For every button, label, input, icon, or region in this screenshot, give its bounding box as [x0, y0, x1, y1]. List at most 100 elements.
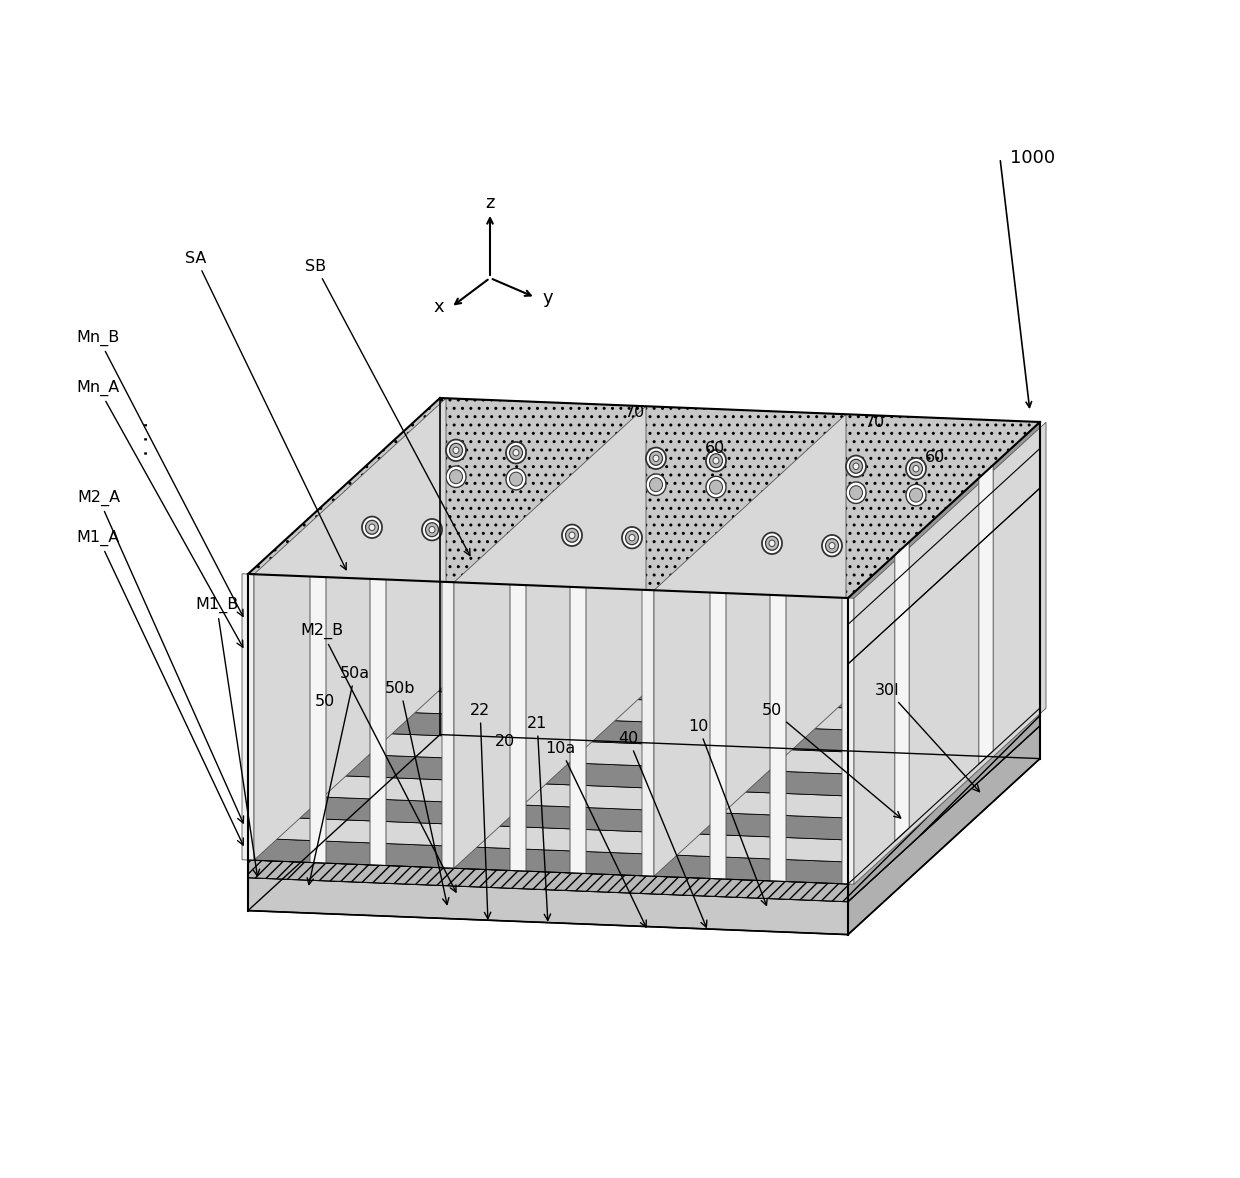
Polygon shape: [570, 587, 587, 874]
Ellipse shape: [713, 457, 719, 464]
Polygon shape: [848, 449, 1040, 664]
Polygon shape: [848, 686, 1040, 884]
Polygon shape: [248, 702, 1040, 901]
Ellipse shape: [909, 488, 923, 502]
Polygon shape: [248, 838, 848, 884]
Polygon shape: [370, 578, 386, 866]
Polygon shape: [254, 398, 446, 860]
Ellipse shape: [826, 538, 838, 552]
Polygon shape: [248, 601, 848, 664]
Polygon shape: [848, 598, 1040, 796]
Text: Mn_A: Mn_A: [77, 379, 243, 647]
Polygon shape: [248, 706, 848, 752]
Text: 40: 40: [618, 730, 707, 927]
Ellipse shape: [763, 532, 782, 554]
Ellipse shape: [822, 562, 842, 583]
Text: SB: SB: [305, 258, 470, 556]
Polygon shape: [248, 640, 848, 686]
Polygon shape: [848, 664, 1040, 862]
Ellipse shape: [763, 558, 782, 581]
Ellipse shape: [830, 543, 835, 549]
Ellipse shape: [765, 536, 779, 550]
Polygon shape: [248, 750, 848, 796]
Ellipse shape: [449, 470, 463, 484]
Text: 50: 50: [763, 702, 900, 818]
Ellipse shape: [366, 521, 378, 535]
Ellipse shape: [650, 451, 662, 465]
Polygon shape: [248, 424, 1040, 624]
Polygon shape: [310, 576, 326, 863]
Ellipse shape: [562, 524, 582, 547]
Ellipse shape: [629, 535, 635, 541]
Text: · · ·: · · ·: [138, 421, 157, 456]
Text: 21: 21: [527, 715, 551, 920]
Ellipse shape: [646, 474, 666, 496]
Ellipse shape: [653, 455, 658, 462]
Text: 70: 70: [866, 415, 885, 430]
Ellipse shape: [709, 481, 723, 494]
Ellipse shape: [706, 450, 725, 471]
Text: 70: 70: [625, 405, 645, 421]
Text: 50a: 50a: [308, 666, 370, 885]
Polygon shape: [248, 662, 848, 708]
Polygon shape: [242, 574, 254, 860]
Ellipse shape: [906, 458, 926, 479]
Polygon shape: [854, 422, 1047, 885]
Polygon shape: [848, 708, 1040, 901]
Ellipse shape: [513, 450, 520, 456]
Polygon shape: [248, 684, 1040, 884]
Polygon shape: [848, 620, 1040, 818]
Polygon shape: [248, 794, 848, 840]
Ellipse shape: [622, 554, 642, 575]
Text: 1000: 1000: [1011, 148, 1055, 167]
Polygon shape: [248, 574, 848, 624]
Ellipse shape: [446, 466, 466, 488]
Text: x: x: [434, 298, 444, 316]
Ellipse shape: [853, 463, 859, 470]
Text: 30l: 30l: [875, 682, 980, 792]
Polygon shape: [842, 597, 854, 885]
Text: 20: 20: [495, 734, 516, 748]
Text: Mn_B: Mn_B: [77, 330, 243, 616]
Ellipse shape: [370, 524, 374, 530]
Polygon shape: [642, 590, 653, 876]
Polygon shape: [895, 542, 909, 841]
Text: 10a: 10a: [546, 741, 646, 927]
Text: M1_B: M1_B: [195, 597, 259, 876]
Ellipse shape: [510, 445, 522, 459]
Polygon shape: [441, 582, 454, 868]
Text: M2_B: M2_B: [300, 623, 456, 892]
Ellipse shape: [362, 543, 382, 564]
Text: y: y: [542, 289, 553, 306]
Ellipse shape: [769, 540, 775, 547]
Ellipse shape: [569, 532, 575, 538]
Text: M2_A: M2_A: [77, 490, 243, 823]
Polygon shape: [248, 860, 848, 901]
Ellipse shape: [846, 482, 866, 503]
Text: M1_A: M1_A: [77, 530, 243, 845]
Polygon shape: [248, 684, 848, 730]
Polygon shape: [770, 595, 786, 881]
Text: 50: 50: [315, 694, 335, 708]
Ellipse shape: [849, 485, 863, 499]
Ellipse shape: [506, 442, 526, 463]
Ellipse shape: [849, 459, 863, 474]
Polygon shape: [248, 772, 848, 818]
Ellipse shape: [826, 565, 838, 580]
Text: 60: 60: [925, 450, 945, 465]
Ellipse shape: [362, 517, 382, 538]
Polygon shape: [248, 728, 848, 774]
Ellipse shape: [822, 535, 842, 556]
Ellipse shape: [565, 528, 579, 542]
Ellipse shape: [562, 551, 582, 573]
Polygon shape: [248, 878, 848, 934]
Text: 60: 60: [706, 442, 725, 456]
Polygon shape: [653, 415, 846, 876]
Polygon shape: [711, 593, 725, 879]
Ellipse shape: [510, 472, 522, 487]
Text: 50b: 50b: [384, 681, 449, 905]
Polygon shape: [848, 510, 1040, 708]
Ellipse shape: [453, 448, 459, 454]
Ellipse shape: [650, 478, 662, 491]
Polygon shape: [848, 532, 1040, 730]
